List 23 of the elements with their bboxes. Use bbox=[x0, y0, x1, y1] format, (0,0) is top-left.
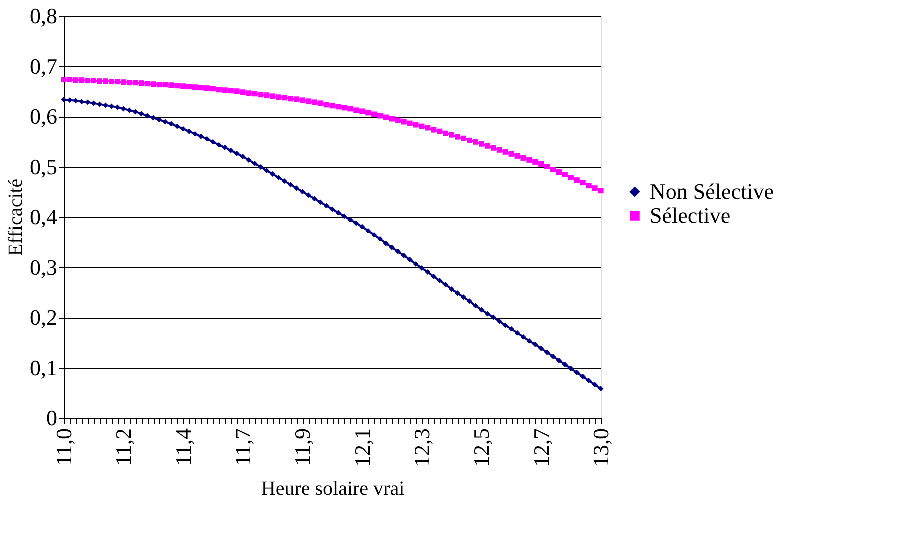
x-tick-label: 11,4 bbox=[170, 428, 196, 466]
legend-label: Sélective bbox=[650, 203, 731, 228]
y-tick-label: 0,6 bbox=[30, 104, 58, 129]
x-tick-label: 12,5 bbox=[469, 428, 494, 467]
y-tick-label: 0,3 bbox=[30, 254, 58, 280]
x-axis-title: Heure solaire vrai bbox=[261, 478, 406, 500]
x-tick-label: 11,9 bbox=[290, 428, 316, 466]
x-tick-label: 13,0 bbox=[588, 428, 614, 467]
y-tick-label: 0,5 bbox=[30, 154, 58, 180]
y-tick-label: 0 bbox=[46, 406, 58, 430]
y-tick-label: 0,2 bbox=[30, 305, 58, 330]
y-tick-label: 0,7 bbox=[30, 54, 58, 79]
y-axis-title: Efficacité bbox=[5, 178, 27, 256]
x-tick-label: 12,7 bbox=[528, 428, 554, 467]
y-tick-label: 0,1 bbox=[30, 355, 58, 380]
y-tick-label: 0,4 bbox=[30, 204, 58, 230]
legend-label: Non Sélective bbox=[650, 179, 774, 204]
y-tick-label: 0,8 bbox=[30, 4, 58, 28]
x-tick-label: 11,2 bbox=[111, 428, 136, 466]
x-tick-label: 11,7 bbox=[230, 428, 256, 466]
x-tick-label: 12,3 bbox=[410, 428, 434, 467]
x-tick-label: 11,0 bbox=[52, 428, 76, 466]
x-tick-label: 12,1 bbox=[350, 428, 375, 467]
